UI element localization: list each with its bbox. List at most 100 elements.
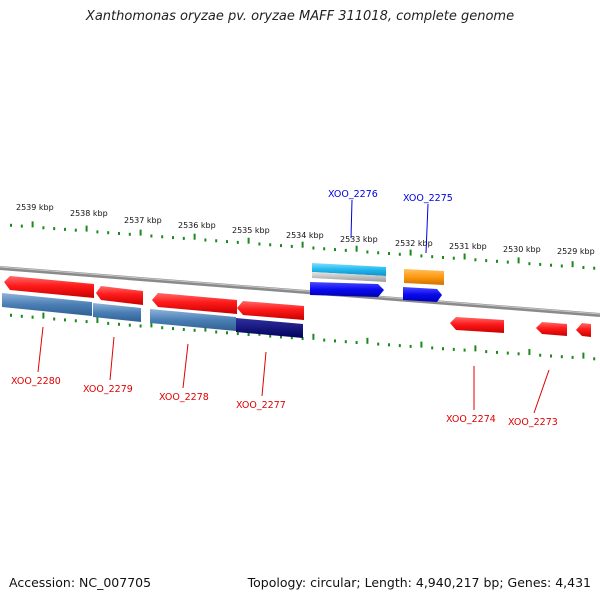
scale-tick [452, 347, 455, 351]
scale-tick [226, 240, 228, 244]
scale-tick [20, 224, 23, 228]
scale-tick [290, 336, 293, 340]
scale-tick [431, 255, 434, 259]
scale-tick [355, 245, 358, 252]
scale-tick [64, 318, 66, 322]
scale-tick [258, 242, 261, 246]
scale-tick [301, 337, 304, 340]
gene-xoo-2276[interactable] [310, 263, 386, 297]
scale-tick [42, 226, 45, 230]
kbp-label-2531: 2531 kbp [449, 242, 487, 251]
scale-tick [452, 256, 455, 260]
scale-tick [409, 344, 412, 348]
kbp-label-2533: 2533 kbp [340, 235, 378, 244]
label-leader-lines [37, 199, 550, 414]
kbp-label-2530: 2530 kbp [503, 245, 541, 254]
scale-tick [290, 244, 293, 248]
genome-stats-text: Topology: circular; Length: 4,940,217 bp… [247, 575, 591, 590]
scale-tick [172, 236, 174, 240]
kbp-label-2536: 2536 kbp [178, 221, 216, 230]
scale-tick [312, 333, 315, 340]
gene-labels: XOO_2280 XOO_2279 XOO_2278 XOO_2277 XOO_… [11, 189, 558, 428]
scale-tick [204, 238, 207, 242]
scale-tick [53, 227, 56, 231]
scale-tick [139, 229, 142, 236]
kbp-label-2534: 2534 kbp [286, 231, 324, 240]
scale-tick [355, 341, 358, 344]
scale-tick [118, 322, 120, 326]
scale-tick [377, 251, 380, 255]
scale-tick [85, 320, 88, 324]
scale-tick [550, 354, 552, 358]
scale-tick [420, 341, 423, 348]
scale-tick [442, 347, 444, 351]
kbp-label-2532: 2532 kbp [395, 239, 433, 248]
scale-tick [366, 250, 369, 254]
scale-tick [496, 350, 498, 354]
scale-tick [517, 352, 520, 356]
scale-tick [247, 333, 250, 336]
scale-tick [301, 241, 304, 248]
gene-label-xoo-2275: XOO_2275 [403, 193, 453, 204]
scale-tick [193, 328, 196, 332]
scale-tick [409, 249, 412, 256]
scale-tick [161, 235, 164, 239]
scale-tick [118, 232, 120, 235]
scale-tick [463, 348, 466, 352]
kbp-label-2537: 2537 kbp [124, 216, 162, 225]
scale-tick [420, 254, 423, 258]
scale-tick [334, 339, 336, 343]
scale-tick [398, 252, 401, 256]
scale-tick [74, 228, 77, 232]
kbp-label-2538: 2538 kbp [70, 209, 108, 218]
scale-tick [582, 352, 585, 359]
scale-tick [528, 349, 531, 355]
scale-labels: 2539 kbp 2538 kbp 2537 kbp 2536 kbp 2535… [16, 203, 595, 256]
scale-tick [485, 350, 488, 354]
scale-tick [539, 353, 542, 357]
scale-tick [366, 337, 369, 344]
scale-tick [10, 223, 12, 227]
genome-title: Xanthomonas oryzae pv. oryzae MAFF 31101… [85, 9, 515, 24]
scale-tick [593, 357, 596, 361]
scale-tick [312, 246, 315, 250]
scale-tick [344, 248, 347, 252]
kbp-label-2539: 2539 kbp [16, 203, 54, 212]
scale-tick [215, 330, 218, 334]
scale-tick [150, 234, 153, 238]
genome-backbone [0, 266, 600, 317]
scale-tick [269, 243, 272, 247]
scale-tick [172, 327, 174, 331]
gene-label-xoo-2274: XOO_2274 [446, 414, 496, 425]
scale-tick [150, 321, 153, 328]
scale-tick [53, 317, 56, 321]
gene-xoo-2274[interactable] [450, 317, 504, 333]
scale-tick [226, 331, 228, 335]
scale-tick [182, 236, 185, 240]
scale-tick [463, 253, 466, 260]
scale-tick [107, 231, 110, 235]
gene-label-xoo-2273: XOO_2273 [508, 417, 558, 428]
scale-tick [42, 312, 45, 319]
gene-xoo-2278[interactable] [150, 293, 237, 331]
gene-xoo-2275[interactable] [403, 269, 444, 302]
gene-xoo-2273[interactable] [536, 322, 591, 337]
scale-tick [377, 342, 380, 346]
gene-xoo-2277[interactable] [236, 301, 304, 338]
gene-label-xoo-2280: XOO_2280 [11, 376, 61, 387]
scale-tick [31, 221, 34, 228]
gene-xoo-2279[interactable] [93, 286, 143, 322]
kbp-label-2529: 2529 kbp [557, 247, 595, 256]
scale-tick [442, 256, 444, 259]
scale-tick [10, 313, 12, 317]
scale-tick [236, 240, 239, 244]
scale-tick [280, 244, 282, 248]
scale-tick [280, 335, 282, 339]
scale-tick [506, 351, 509, 355]
scale-tick [31, 315, 34, 319]
scale-tick [506, 260, 509, 264]
gene-xoo-2280[interactable] [2, 276, 94, 316]
scale-tick [215, 239, 218, 243]
scale-tick [528, 262, 531, 266]
